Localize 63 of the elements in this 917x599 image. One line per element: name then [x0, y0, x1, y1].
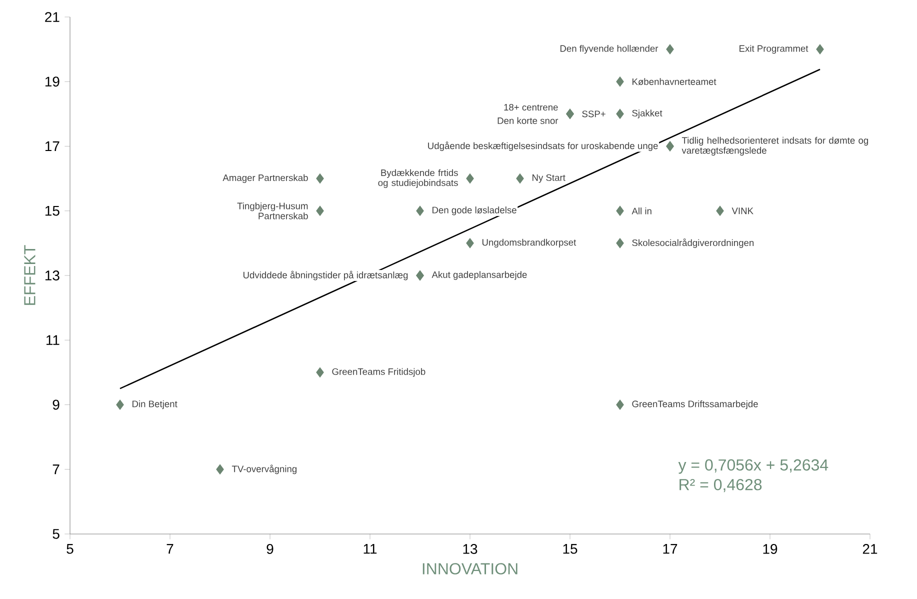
x-tick-label: 5 — [66, 544, 74, 554]
annotation: Udviddede åbningstider på idrætsanlæg — [243, 270, 408, 280]
point — [616, 76, 624, 87]
annotation: GreenTeams Driftssamarbejde — [632, 400, 758, 410]
annotation: Ny Start — [532, 174, 566, 183]
annotation: Amager Partnerskab — [222, 174, 308, 183]
annotation: Bydækkende frtids og studiejobindsats — [378, 169, 458, 188]
annotation: Den flyvende hollænder — [560, 44, 658, 54]
annotation: y = 0,7056x + 5,2634 — [678, 459, 828, 474]
y-tick-label: 5 — [52, 529, 60, 539]
point — [316, 173, 324, 184]
point — [616, 238, 624, 248]
annotation: Tingbjerg-Husum Partnerskab — [237, 202, 308, 220]
y-tick-label: 11 — [46, 335, 60, 345]
point — [616, 206, 624, 216]
y-tick-label: 7 — [52, 464, 60, 474]
y-tick-label: 17 — [45, 141, 60, 152]
annotation: Den gode løsladelse — [432, 206, 516, 216]
point — [116, 400, 124, 410]
x-tick-label: 15 — [563, 544, 578, 554]
x-tick-label: 17 — [663, 544, 678, 554]
annotation: 18+ centrene — [504, 104, 558, 111]
x-tick-label: 13 — [463, 544, 478, 554]
annotation: Sjakket — [632, 110, 662, 118]
x-tick-label: 7 — [166, 544, 174, 554]
x-tick-label: 19 — [763, 544, 778, 554]
annotation: Københavnerteamet — [632, 78, 716, 86]
annotation: TV-overvågning — [232, 464, 296, 474]
annotation: Din Betjent — [132, 400, 178, 410]
point — [216, 464, 224, 474]
annotation: SSP+ — [582, 110, 606, 118]
annotation: Ungdomsbrandkorpset — [482, 238, 576, 248]
annotation: R² = 0,4628 — [680, 478, 762, 492]
y-tick-label: 19 — [45, 76, 60, 87]
annotation: GreenTeams Fritidsjob — [332, 368, 426, 377]
y-tick-label: 21 — [45, 12, 60, 22]
annotation: VINK — [732, 208, 754, 214]
point — [716, 206, 724, 216]
point — [616, 108, 624, 119]
point — [816, 44, 824, 54]
annotation: Skolesocialrådgiverordningen — [632, 238, 754, 248]
annotation: All in — [632, 207, 652, 214]
x-tick-label: 21 — [862, 544, 878, 554]
annotation: Tidlig helhedsorienteret indsats for dømte og varetægtsfængslede — [682, 136, 868, 156]
point — [666, 44, 674, 54]
point — [516, 173, 524, 184]
point — [316, 367, 324, 378]
y-axis-title: EFFEKT — [24, 245, 36, 305]
point — [466, 238, 474, 248]
x-tick-label: 11 — [364, 544, 377, 554]
point — [316, 206, 324, 216]
point — [466, 173, 474, 184]
y-tick-label: 13 — [45, 270, 60, 280]
annotation: Akut gadeplansarbejde — [432, 271, 527, 280]
y-tick-label: 15 — [45, 206, 60, 216]
point — [616, 400, 624, 410]
y-tick-label: 9 — [52, 400, 60, 410]
x-axis-title: INNOVATION — [422, 563, 518, 574]
annotation: Den korte snor — [498, 117, 558, 124]
point — [416, 206, 424, 216]
annotation: Udgående beskæftigelsesindsats for uroskabende unge — [428, 142, 658, 151]
x-tick-label: 9 — [266, 544, 274, 554]
annotation: Exit Programmet — [740, 44, 808, 54]
